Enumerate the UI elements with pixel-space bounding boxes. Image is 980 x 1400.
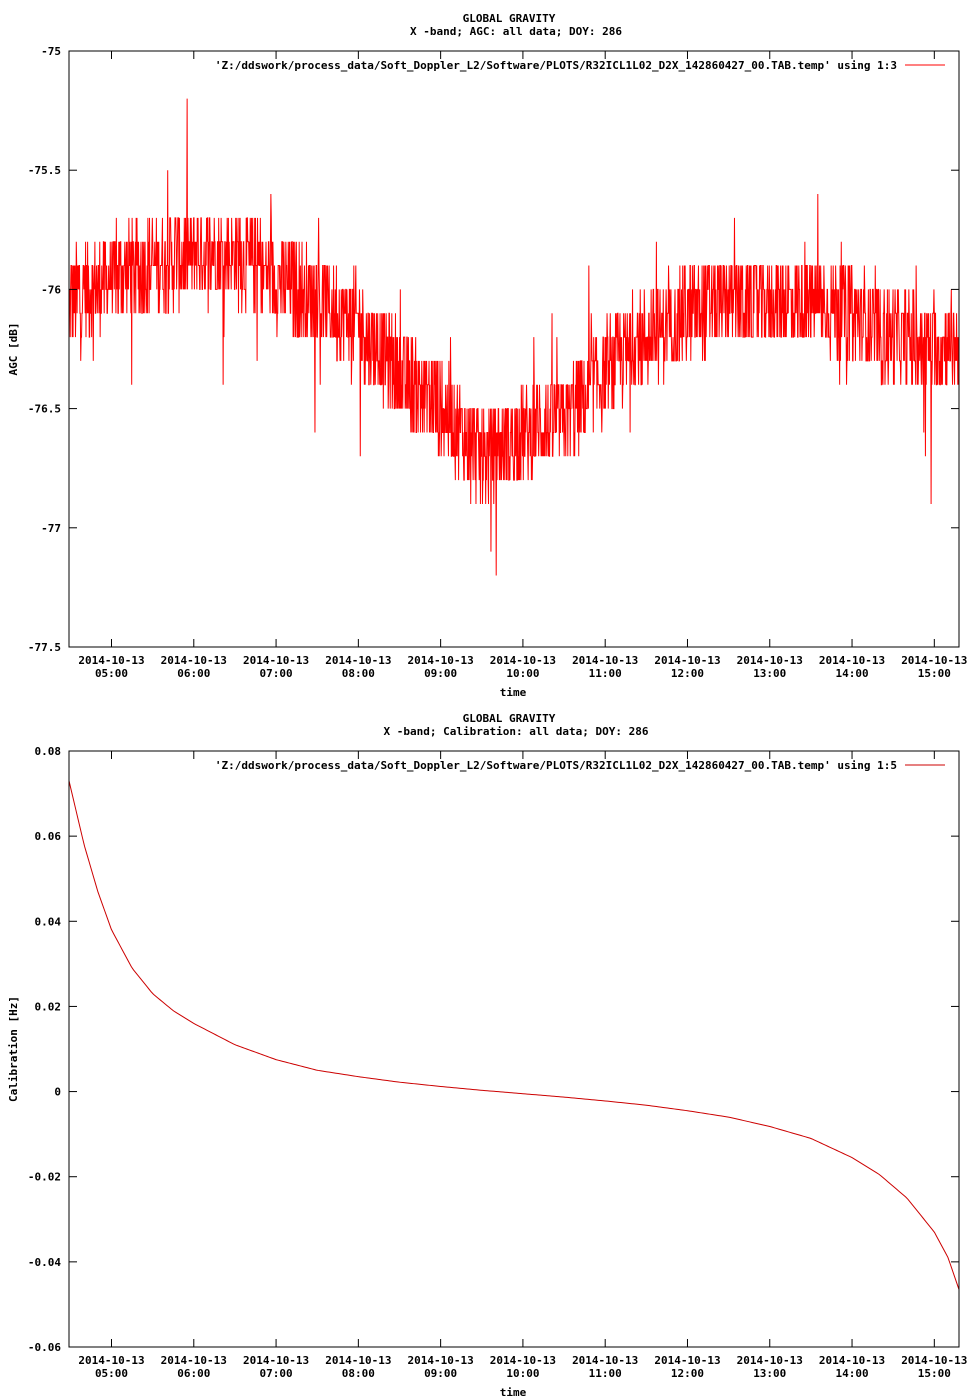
chart-subtitle: X -band; Calibration: all data; DOY: 286	[384, 725, 649, 738]
y-tick-label: -76	[41, 283, 61, 296]
y-tick-label: 0.06	[35, 830, 62, 843]
calibration-series-line	[68, 780, 960, 1290]
x-axis-label: time	[500, 686, 527, 699]
plot-area	[69, 98, 960, 576]
x-tick-label-time: 12:00	[671, 667, 704, 680]
x-tick-label-time: 07:00	[260, 667, 293, 680]
agc-series-line	[69, 98, 960, 576]
x-axis-ticks: 2014-10-1305:002014-10-1306:002014-10-13…	[78, 751, 967, 1380]
x-tick-label-time: 12:00	[671, 1367, 704, 1380]
x-tick-label-date: 2014-10-13	[737, 654, 803, 667]
y-tick-label: -76.5	[28, 403, 61, 416]
y-tick-label: -77.5	[28, 641, 61, 654]
x-tick-label-date: 2014-10-13	[901, 1354, 967, 1367]
y-axis-ticks: 0.08 0.06 0.04 0.02 0 -0.02 -0.04 -0.06	[28, 745, 959, 1354]
x-tick-label-date: 2014-10-13	[572, 654, 638, 667]
x-axis-ticks: 2014-10-1305:002014-10-1306:002014-10-13…	[78, 51, 967, 680]
x-tick-label-time: 14:00	[835, 1367, 868, 1380]
x-tick-label-date: 2014-10-13	[737, 1354, 803, 1367]
x-tick-label-time: 08:00	[342, 667, 375, 680]
agc-chart: GLOBAL GRAVITY X -band; AGC: all data; D…	[7, 12, 967, 699]
chart-title: GLOBAL GRAVITY	[463, 712, 556, 725]
y-tick-label: -77	[41, 522, 61, 535]
x-tick-label-time: 05:00	[95, 667, 128, 680]
x-tick-label-time: 06:00	[177, 667, 210, 680]
x-tick-label-time: 13:00	[753, 667, 786, 680]
x-tick-label-date: 2014-10-13	[819, 1354, 885, 1367]
x-tick-label-time: 14:00	[835, 667, 868, 680]
x-tick-label-time: 10:00	[506, 1367, 539, 1380]
x-tick-label-time: 10:00	[506, 667, 539, 680]
y-axis-label: AGC [dB]	[7, 323, 20, 376]
y-axis-label: Calibration [Hz]	[7, 996, 20, 1102]
x-tick-label-date: 2014-10-13	[78, 1354, 144, 1367]
y-tick-label: -0.04	[28, 1256, 61, 1269]
x-tick-label-date: 2014-10-13	[161, 1354, 227, 1367]
x-tick-label-time: 06:00	[177, 1367, 210, 1380]
y-tick-label: -0.02	[28, 1171, 61, 1184]
x-tick-label-date: 2014-10-13	[325, 1354, 391, 1367]
x-tick-label-date: 2014-10-13	[490, 654, 556, 667]
x-tick-label-date: 2014-10-13	[572, 1354, 638, 1367]
y-tick-label: 0	[54, 1086, 61, 1099]
y-axis-ticks: -75 -75.5 -76 -76.5 -77 -77.5	[28, 45, 959, 654]
legend-label: 'Z:/ddswork/process_data/Soft_Doppler_L2…	[215, 59, 897, 72]
calibration-chart: GLOBAL GRAVITY X -band; Calibration: all…	[7, 712, 967, 1399]
x-tick-label-date: 2014-10-13	[654, 654, 720, 667]
x-tick-label-time: 05:00	[95, 1367, 128, 1380]
x-tick-label-time: 11:00	[589, 1367, 622, 1380]
x-tick-label-time: 09:00	[424, 1367, 457, 1380]
x-tick-label-date: 2014-10-13	[490, 1354, 556, 1367]
y-tick-label: -0.06	[28, 1341, 61, 1354]
x-tick-label-time: 15:00	[918, 1367, 951, 1380]
y-tick-label: -75	[41, 45, 61, 58]
x-tick-label-date: 2014-10-13	[325, 654, 391, 667]
y-tick-label: 0.02	[35, 1000, 62, 1013]
y-tick-label: -75.5	[28, 164, 61, 177]
y-tick-label: 0.04	[35, 915, 62, 928]
x-tick-label-date: 2014-10-13	[654, 1354, 720, 1367]
x-tick-label-date: 2014-10-13	[819, 654, 885, 667]
x-tick-label-time: 11:00	[589, 667, 622, 680]
plot-frame	[68, 50, 960, 648]
x-tick-label-time: 15:00	[918, 667, 951, 680]
x-tick-label-date: 2014-10-13	[78, 654, 144, 667]
x-tick-label-date: 2014-10-13	[408, 654, 474, 667]
x-tick-label-time: 13:00	[753, 1367, 786, 1380]
legend-label: 'Z:/ddswork/process_data/Soft_Doppler_L2…	[215, 759, 897, 772]
x-axis-label: time	[500, 1386, 527, 1399]
chart-subtitle: X -band; AGC: all data; DOY: 286	[410, 25, 622, 38]
x-tick-label-date: 2014-10-13	[243, 1354, 309, 1367]
x-tick-label-time: 08:00	[342, 1367, 375, 1380]
plot-frame	[68, 750, 960, 1348]
x-tick-label-date: 2014-10-13	[243, 654, 309, 667]
x-tick-label-date: 2014-10-13	[408, 1354, 474, 1367]
x-tick-label-time: 07:00	[260, 1367, 293, 1380]
y-tick-label: 0.08	[35, 745, 62, 758]
chart-title: GLOBAL GRAVITY	[463, 12, 556, 25]
x-tick-label-time: 09:00	[424, 667, 457, 680]
x-tick-label-date: 2014-10-13	[901, 654, 967, 667]
plot-area	[68, 780, 960, 1290]
x-tick-label-date: 2014-10-13	[161, 654, 227, 667]
